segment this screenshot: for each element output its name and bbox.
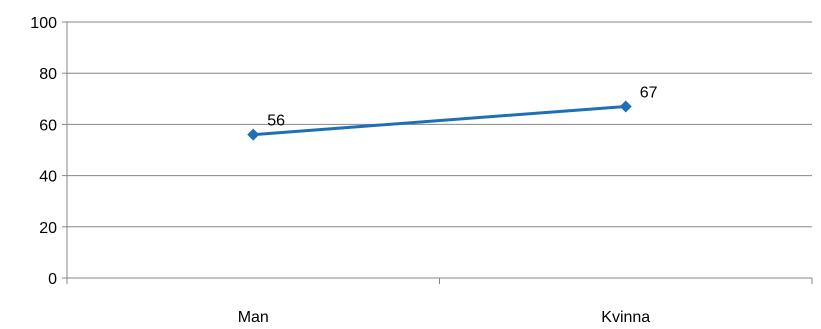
- x-axis-ticks: Man Kvinna: [66, 278, 813, 326]
- x-tick-label: Man: [238, 309, 269, 326]
- series-line: [253, 104, 626, 137]
- y-tick-label: 60: [39, 117, 57, 134]
- series: [247, 100, 632, 141]
- y-tick-label: 80: [39, 66, 57, 83]
- y-tick-label: 20: [39, 220, 57, 237]
- y-tick-label: 100: [30, 15, 57, 32]
- data-label: 67: [640, 84, 658, 101]
- y-tick-label: 0: [48, 271, 57, 288]
- data-labels: 56 67: [267, 84, 657, 129]
- data-point-marker: [247, 128, 260, 141]
- y-tick-label: 40: [39, 169, 57, 186]
- x-tick-label: Kvinna: [601, 309, 650, 326]
- data-label: 56: [267, 113, 285, 130]
- data-point-marker: [619, 100, 632, 113]
- gridlines: [67, 21, 812, 228]
- y-axis-ticks: 0 20 40 60 80 100: [30, 15, 67, 288]
- axes: [66, 22, 812, 279]
